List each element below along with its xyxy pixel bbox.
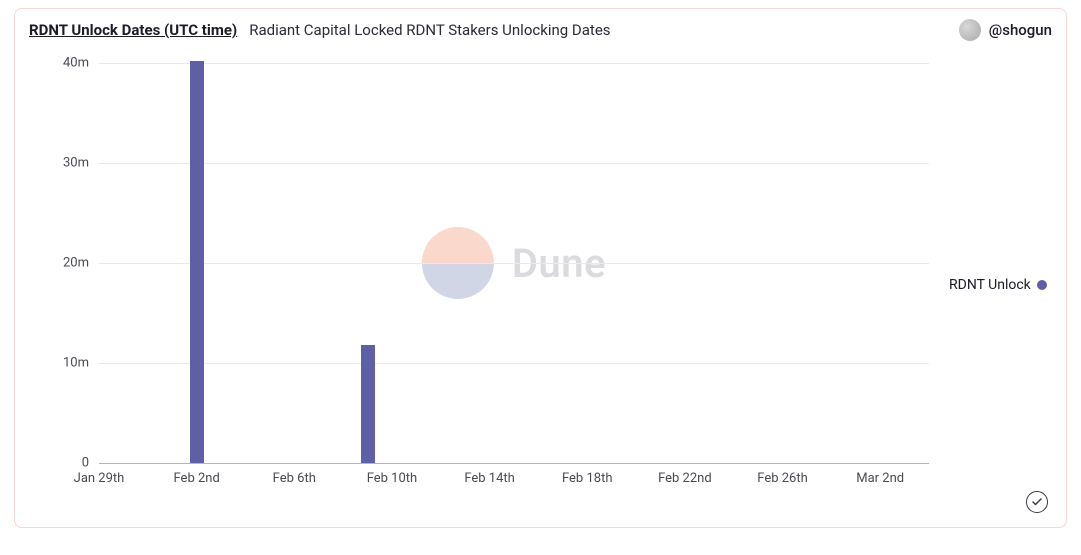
avatar-icon (959, 19, 981, 41)
legend-dot-icon (1037, 280, 1047, 290)
legend-label: RDNT Unlock (949, 277, 1031, 293)
y-tick-label: 40m (63, 56, 99, 71)
x-tick-label: Feb 14th (464, 463, 515, 486)
x-tick-label: Feb 2nd (173, 463, 219, 486)
x-tick-label: Feb 10th (367, 463, 418, 486)
chart-subtitle: Radiant Capital Locked RDNT Stakers Unlo… (249, 21, 610, 39)
chart-card: RDNT Unlock Dates (UTC time) Radiant Cap… (14, 8, 1067, 528)
gridline (99, 63, 929, 64)
author-handle: @shogun (989, 21, 1052, 39)
x-tick-label: Feb 6th (273, 463, 316, 486)
gridline (99, 363, 929, 364)
author[interactable]: @shogun (959, 19, 1052, 41)
y-tick-label: 10m (63, 356, 99, 371)
card-header: RDNT Unlock Dates (UTC time) Radiant Cap… (15, 9, 1066, 45)
bar[interactable] (190, 61, 204, 463)
gridline (99, 263, 929, 264)
status-check-icon[interactable] (1026, 491, 1048, 513)
chart-area: Dune 010m20m30m40mJan 29thFeb 2ndFeb 6th… (29, 55, 1052, 515)
y-tick-label: 20m (63, 256, 99, 271)
x-tick-label: Mar 2nd (856, 463, 904, 486)
chart-plot: Dune 010m20m30m40mJan 29thFeb 2ndFeb 6th… (99, 63, 929, 463)
legend: RDNT Unlock (949, 277, 1047, 293)
chart-title-link[interactable]: RDNT Unlock Dates (UTC time) (29, 21, 237, 39)
x-tick-label: Feb 18th (562, 463, 613, 486)
bar[interactable] (361, 345, 375, 463)
x-tick-label: Feb 26th (757, 463, 808, 486)
y-tick-label: 30m (63, 156, 99, 171)
x-tick-label: Jan 29th (74, 463, 125, 486)
x-tick-label: Feb 22nd (658, 463, 712, 486)
gridline (99, 163, 929, 164)
